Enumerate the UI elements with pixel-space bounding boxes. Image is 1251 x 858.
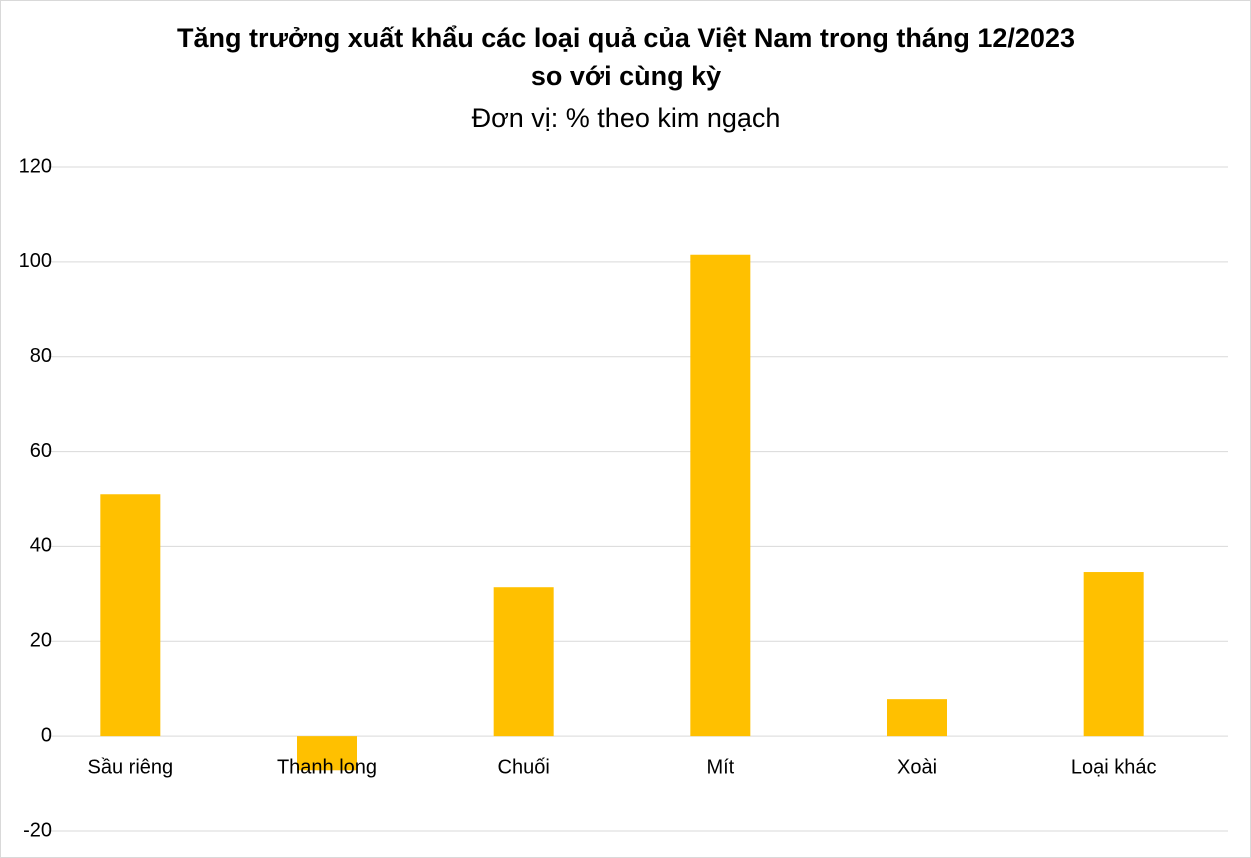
- chart-title-line: so với cùng kỳ: [531, 61, 721, 91]
- y-tick-label: 20: [30, 630, 52, 652]
- chart-subtitle: Đơn vị: % theo kim ngạch: [472, 103, 781, 133]
- y-tick-label: -20: [23, 819, 52, 841]
- x-tick-label: Sầu riêng: [88, 756, 174, 778]
- chart-title-line: Tăng trưởng xuất khẩu các loại quả của V…: [177, 23, 1075, 53]
- bar: [297, 736, 357, 771]
- x-tick-label: Thanh long: [277, 756, 377, 778]
- bar: [690, 254, 751, 737]
- x-tick-label: Chuối: [498, 756, 550, 778]
- y-tick-label: 0: [41, 724, 52, 746]
- x-tick-label: Xoài: [897, 756, 937, 778]
- y-tick-label: 120: [19, 155, 52, 177]
- bar: [887, 699, 947, 737]
- x-tick-label: Loại khác: [1071, 756, 1157, 778]
- bar: [100, 494, 161, 737]
- bar: [493, 587, 554, 737]
- y-tick-label: 60: [30, 440, 52, 462]
- y-tick-label: 40: [30, 535, 52, 557]
- y-tick-label: 80: [30, 345, 52, 367]
- y-tick-label: 100: [19, 250, 52, 272]
- x-tick-label: Mít: [706, 756, 734, 778]
- bar: [1083, 572, 1144, 737]
